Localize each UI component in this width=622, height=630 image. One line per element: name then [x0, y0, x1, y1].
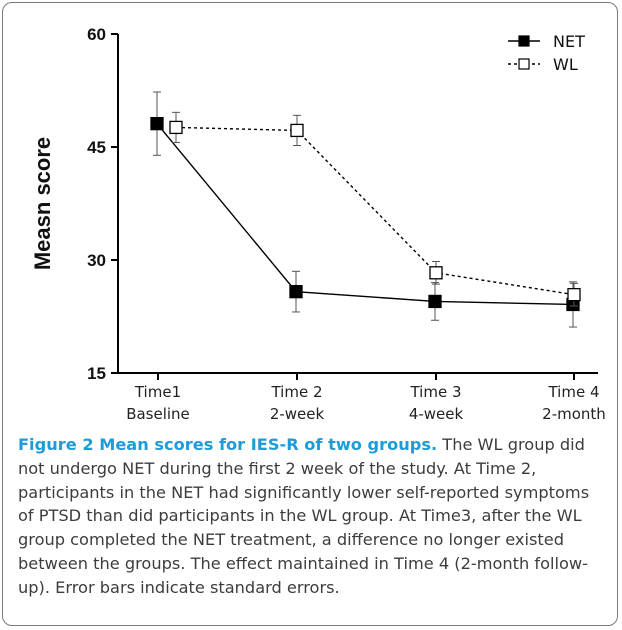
- legend-label-wl: WL: [553, 55, 578, 74]
- data-point-wl: [169, 120, 183, 135]
- x-tick-sublabel: 2-week: [270, 405, 325, 423]
- y-tick-label: 45: [87, 138, 106, 157]
- chart-axes: 15 30 45 60 Time1 Baseline Time 2 2-week Time 3 4…: [87, 25, 606, 423]
- data-point-net: [428, 294, 442, 309]
- line-chart: 15 30 45 60 Time1 Baseline Time 2 2-week Time 3 4…: [30, 25, 606, 423]
- figure-caption: Figure 2 Mean scores for IES-R of two gr…: [18, 433, 608, 600]
- legend-marker-wl: [518, 58, 530, 70]
- x-tick-label: Time 3: [409, 383, 461, 401]
- caption-title: Figure 2 Mean scores for IES-R of two gr…: [18, 435, 438, 454]
- x-tick-sublabel: 2-month: [542, 405, 606, 423]
- y-tick-label: 15: [87, 364, 106, 383]
- series-line-wl: [175, 126, 575, 296]
- y-tick-label: 30: [87, 251, 106, 270]
- y-tick-label: 60: [87, 25, 106, 44]
- data-point-wl: [567, 288, 581, 302]
- data-point-net: [150, 116, 164, 131]
- legend-label-net: NET: [553, 32, 585, 51]
- x-tick-sublabel: 4-week: [409, 405, 464, 423]
- chart-series: [150, 91, 581, 328]
- series-line-net: [156, 123, 574, 306]
- data-point-wl: [290, 123, 304, 138]
- y-axis-label: Measn score: [30, 137, 55, 270]
- data-point-net: [289, 284, 303, 299]
- x-tick-label: Time1: [134, 383, 181, 401]
- x-tick-sublabel: Baseline: [126, 405, 190, 423]
- x-tick-label: Time 4: [547, 383, 599, 401]
- legend-marker-net: [518, 35, 530, 47]
- x-tick-label: Time 2: [270, 383, 322, 401]
- caption-text: The WL group did not undergo NET during …: [18, 435, 590, 597]
- data-point-wl: [429, 266, 443, 280]
- chart-legend: NET WL: [508, 32, 585, 74]
